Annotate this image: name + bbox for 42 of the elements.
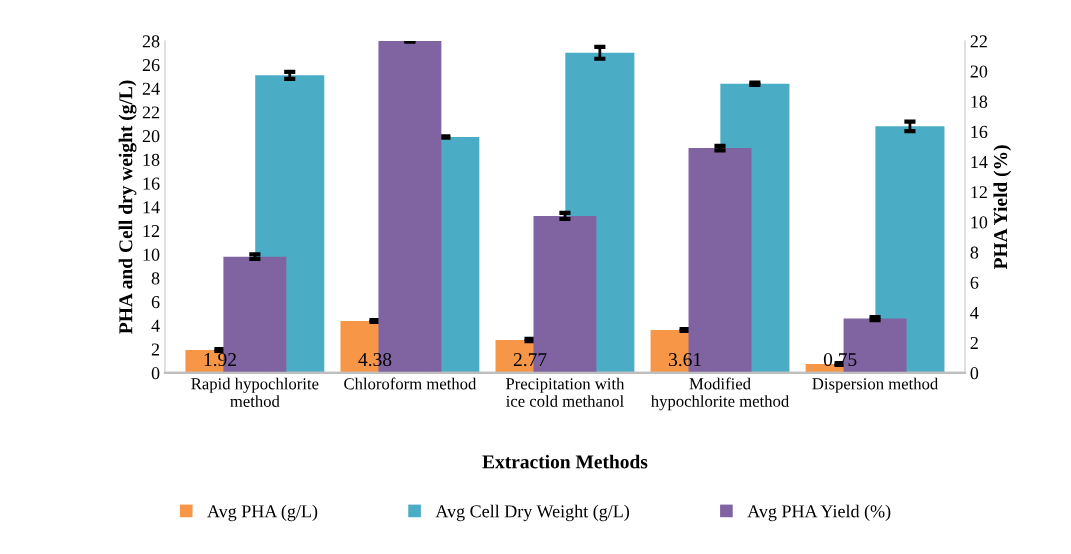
y-tick-label: 10 — [143, 248, 160, 261]
y2-tick-label: 16 — [971, 125, 988, 138]
y-tick-label: 24 — [142, 82, 160, 95]
y2-tick-label: 8 — [970, 246, 979, 259]
x-tick-label: Precipitation with ice cold methanol — [505, 377, 625, 407]
y2-tick-label: 0 — [970, 367, 979, 380]
data-label: 2.77 — [513, 353, 547, 367]
y2-tick-label: 20 — [970, 65, 988, 78]
y-tick-label: 26 — [142, 59, 160, 72]
y-tick-label: 6 — [151, 296, 160, 309]
y2-tick-label: 4 — [970, 306, 979, 319]
y-tick-label: 0 — [151, 367, 160, 380]
y-tick-label: 12 — [143, 224, 160, 237]
data-label: 4.38 — [358, 352, 392, 367]
x-axis-title: Extraction Methods — [482, 454, 648, 469]
legend-label: Avg Cell Dry Weight (g/L) — [435, 504, 630, 522]
y-tick-label: 14 — [143, 201, 160, 214]
legend-label: Avg PHA (g/L) — [207, 504, 318, 522]
y2-tick-label: 10 — [971, 216, 988, 229]
y-tick-label: 8 — [151, 272, 160, 285]
y-tick-label: 28 — [142, 35, 160, 48]
y2-tick-label: 22 — [970, 35, 987, 48]
y2-tick-label: 12 — [971, 186, 987, 199]
x-tick-label: Dispersion method — [812, 377, 939, 393]
legend-label: Avg PHA Yield (%) — [747, 504, 891, 522]
x-tick-label: Rapid hypochlorite method — [191, 377, 319, 407]
x-tick-label: Chloroform method — [344, 377, 477, 390]
y2-tick-label: 14 — [971, 156, 988, 168]
y2-axis-title: PHA Yield (%) — [993, 145, 1012, 270]
x-tick-label: Modified hypochlorite method — [650, 377, 789, 411]
y2-tick-label: 6 — [970, 276, 979, 289]
y2-tick-label: 2 — [970, 336, 978, 349]
y-tick-label: 2 — [151, 343, 160, 356]
y-tick-label: 20 — [142, 130, 160, 143]
y-tick-label: 16 — [143, 177, 160, 190]
y2-tick-label: 18 — [971, 95, 988, 108]
y-tick-label: 18 — [143, 153, 160, 166]
data-label: 1.92 — [204, 353, 236, 367]
y-tick-label: 22 — [142, 106, 160, 119]
data-label: 3.61 — [669, 353, 701, 367]
y-axis-title: PHA and Cell dry weight (g/L) — [118, 80, 137, 334]
y-tick-label: 4 — [151, 319, 160, 332]
